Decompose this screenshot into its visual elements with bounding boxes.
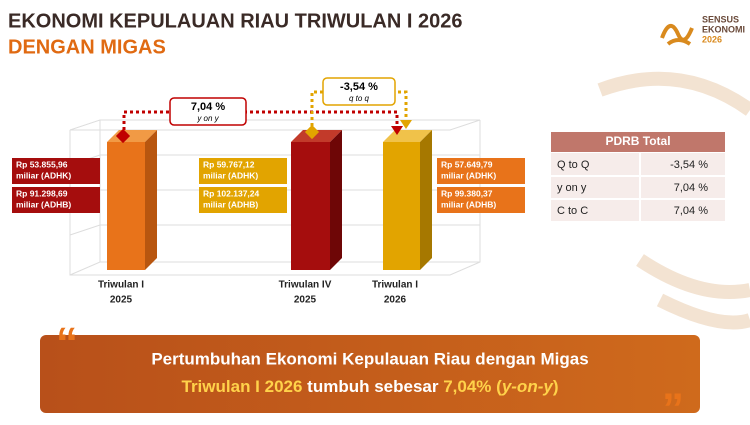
value-label: Rp 102.137,24 [203,188,260,198]
callout-note: q to q [349,94,370,103]
title: EKONOMI KEPULAUAN RIAU TRIWULAN I 2026 [8,10,462,32]
logo-mark [660,24,694,46]
value-label: Rp 53.855,96 [16,159,68,169]
value-box [199,187,287,213]
table-cell: 7,04 % [674,205,708,217]
arrow [391,126,403,135]
callout-box [322,77,396,106]
value-label: miliar (ADHB) [16,199,71,209]
value-label: Rp 57.649,79 [441,159,493,169]
quote: ” [662,385,684,420]
table-cell: -3,54 % [670,159,708,171]
value-label: Rp 91.298,69 [16,188,68,198]
callout-box [169,97,247,126]
highlight: 7,04% [443,377,491,396]
marker [304,124,320,140]
subtitle: DENGAN MIGAS [8,36,166,58]
text: ) [553,377,559,396]
category-label: Triwulan I [372,280,418,291]
category-label: Triwulan IV [279,280,332,291]
value-box [12,187,100,213]
value-label: miliar (ADHB) [203,199,258,209]
logo-text: SENSUS [702,14,739,24]
footer-line: Triwulan I 2026 tumbuh sebesar 7,04% (y-… [182,377,559,396]
logo-text: 2026 [702,34,722,44]
quote: “ [56,319,78,368]
category-label: 2025 [294,295,317,306]
table-cell: y on y [557,182,587,194]
arrow [400,120,412,129]
logo-text: EKONOMI [702,24,745,34]
footer-line: Pertumbuhan Ekonomi Kepulauan Riau denga… [151,349,588,368]
callout-value: 7,04 % [191,101,225,113]
value-label: miliar (ADHK) [203,170,258,180]
yoy-connector [122,110,399,136]
value-label: miliar (ADHK) [441,170,496,180]
category-label: 2025 [110,295,133,306]
value-label: miliar (ADHK) [16,170,71,180]
highlight: Triwulan I 2026 [182,377,303,396]
value-label: Rp 59.767,12 [203,159,255,169]
text: y-on-y [501,377,555,396]
value-box [12,158,100,184]
footer-box [40,335,700,413]
table: PDRB Total [551,132,725,221]
table-cell: Q to Q [557,159,590,171]
text: tumbuh sebesar [302,377,443,396]
value-box [437,187,525,213]
value-label: miliar (ADHB) [441,199,496,209]
decor [597,71,750,330]
value-box [437,158,525,184]
callout-note: y on y [196,114,219,123]
text: ( [491,377,502,396]
category-label: Triwulan I [98,280,144,291]
table-cell: C to C [557,205,588,217]
value-box [199,158,287,184]
category-label: 2026 [384,295,407,306]
floor [69,119,481,276]
bars [107,130,432,270]
callout-value: -3,54 % [340,81,378,93]
table-header: PDRB Total [605,134,670,148]
table-cell: 7,04 % [674,182,708,194]
value-label: Rp 99.380,37 [441,188,493,198]
